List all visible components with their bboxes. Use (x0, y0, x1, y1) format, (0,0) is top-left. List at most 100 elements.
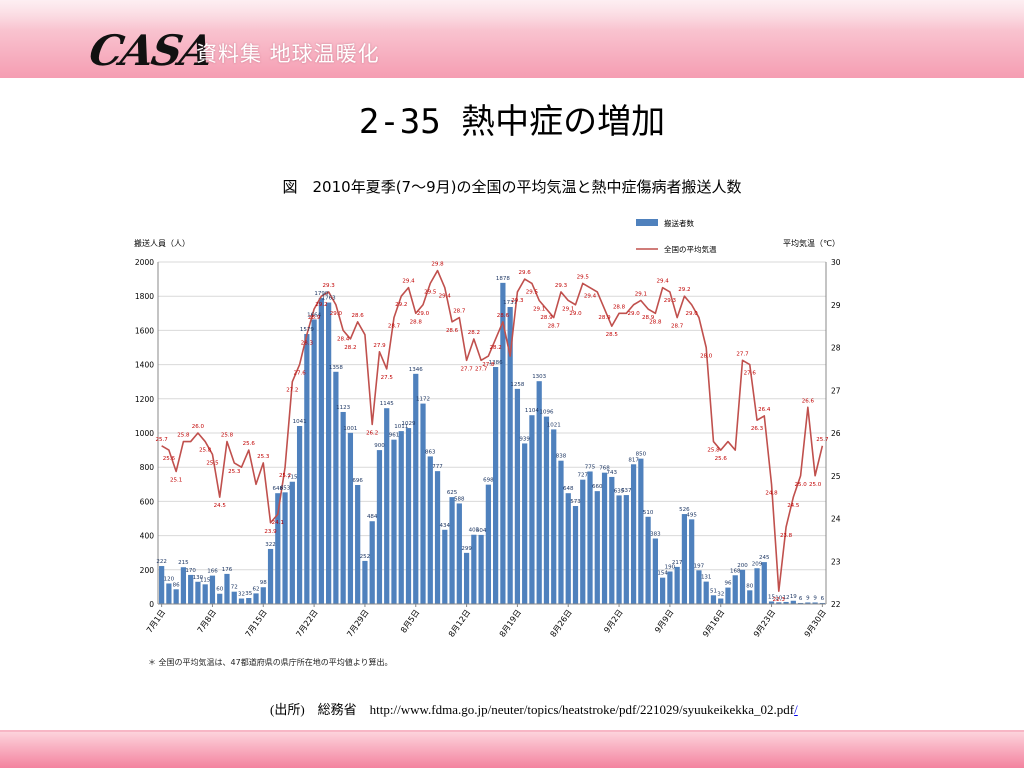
temp-value-label: 25.6 (243, 441, 256, 447)
bar (456, 503, 462, 604)
bar (710, 595, 717, 604)
bar-value-label: 660 (592, 484, 603, 490)
bar (674, 566, 680, 604)
bar-value-label: 637 (621, 488, 632, 494)
bar (790, 600, 796, 604)
temp-value-label: 26.0 (192, 424, 205, 430)
bar-value-label: 32 (238, 592, 245, 598)
bar (238, 598, 245, 604)
bar (449, 497, 455, 604)
bar (718, 598, 724, 604)
bar (754, 568, 760, 604)
temp-value-label: 28.8 (410, 319, 423, 325)
temp-value-label: 24.5 (214, 503, 227, 509)
bar (630, 464, 637, 604)
bar (166, 583, 172, 604)
bar (405, 428, 412, 604)
temp-value-label: 25.8 (177, 433, 190, 439)
bar (260, 587, 266, 604)
bar-value-label: 9 (813, 595, 817, 601)
bar (776, 602, 782, 604)
temp-value-label: 27.7 (460, 366, 473, 372)
temp-value-label: 28.7 (548, 324, 561, 330)
bar-value-label: 197 (694, 563, 705, 569)
bar-value-label: 60 (216, 587, 223, 593)
bar (318, 297, 324, 604)
bar (384, 408, 390, 604)
bar-value-label: 961 (389, 433, 400, 439)
bar-value-label: 168 (730, 568, 741, 574)
bar-value-label: 715 (287, 475, 298, 481)
temp-value-label: 29.3 (664, 298, 677, 304)
bar (493, 366, 499, 604)
bar (471, 534, 477, 604)
temp-value-label: 29.5 (526, 289, 539, 295)
bar (587, 471, 593, 604)
x-tick-label: 8月5日 (399, 608, 421, 635)
bar (188, 574, 194, 604)
right-tick-label: 28 (831, 344, 841, 353)
bar (667, 571, 673, 604)
x-tick-label: 9月16日 (701, 608, 726, 639)
bar (391, 439, 397, 604)
slide-subtitle: 資料集 地球温暖化 (196, 42, 380, 66)
bar-value-label: 190 (665, 565, 676, 571)
bar-value-label: 245 (759, 555, 770, 561)
bar-value-label: 32 (717, 592, 724, 598)
bar-value-label: 698 (483, 478, 494, 484)
temp-value-label: 25.2 (279, 473, 291, 479)
bar (652, 538, 658, 604)
temp-value-label: 29.1 (562, 306, 574, 312)
temp-value-label: 25.7 (156, 437, 169, 443)
source-url[interactable]: http://www.fdma.go.jp/neuter/topics/heat… (369, 702, 795, 717)
temp-value-label: 29.2 (395, 302, 407, 308)
chart-footnote: ＊ 全国の平均気温は、47都道府県の県庁所在地の平均値より算出。 (148, 658, 393, 667)
bar-value-label: 653 (280, 485, 291, 491)
bar-value-label: 1258 (510, 382, 524, 388)
temp-value-label: 22.3 (773, 597, 786, 603)
bar (507, 306, 513, 604)
temp-value-label: 29.4 (584, 294, 597, 300)
bar (558, 460, 564, 604)
left-tick-label: 400 (140, 532, 155, 541)
bar-value-label: 404 (476, 528, 487, 534)
bar-value-label: 1123 (336, 405, 350, 411)
temp-value-label: 25.3 (257, 454, 270, 460)
temp-value-label: 23.9 (264, 529, 277, 535)
bar-value-label: 775 (585, 464, 596, 470)
left-tick-label: 1800 (135, 292, 154, 301)
temp-value-label: 25.8 (707, 448, 720, 454)
bar (805, 602, 811, 604)
temperature-line (161, 269, 824, 592)
temp-value-label: 28.6 (497, 313, 510, 319)
temp-value-label: 29.8 (431, 262, 444, 268)
legend-bar-swatch (636, 219, 658, 226)
temp-value-label: 29.3 (555, 283, 568, 289)
bar (217, 593, 223, 604)
right-tick-label: 26 (831, 429, 841, 438)
bar (551, 429, 557, 604)
bar (427, 456, 433, 604)
bar (347, 432, 354, 604)
temp-value-label: 26.3 (751, 426, 764, 432)
temperature-series (161, 269, 824, 592)
temp-value-label: 27.5 (381, 375, 394, 381)
figure-caption: 図 2010年夏季(7～9月)の全国の平均気温と熱中症傷病者搬送人数 (282, 178, 742, 196)
bar (376, 450, 383, 604)
temp-value-label: 24.5 (787, 503, 800, 509)
bar-value-label: 6 (821, 596, 825, 602)
bar-value-label: 1878 (496, 276, 510, 282)
temp-value-label: 29.0 (686, 311, 699, 317)
bar-value-label: 6 (799, 596, 803, 602)
source-link-slash[interactable]: / (794, 702, 798, 717)
bar (202, 584, 208, 604)
bar-value-label: 648 (563, 486, 574, 492)
temp-value-label: 25.0 (794, 482, 807, 488)
bar-value-label: 72 (231, 585, 238, 591)
bar-value-label: 15 (768, 594, 775, 600)
bar-value-label: 495 (686, 512, 697, 518)
x-tick-label: 7月8日 (196, 608, 218, 635)
temp-value-label: 25.8 (221, 433, 234, 439)
bar (609, 476, 615, 604)
temp-value-label: 27.6 (293, 371, 306, 377)
